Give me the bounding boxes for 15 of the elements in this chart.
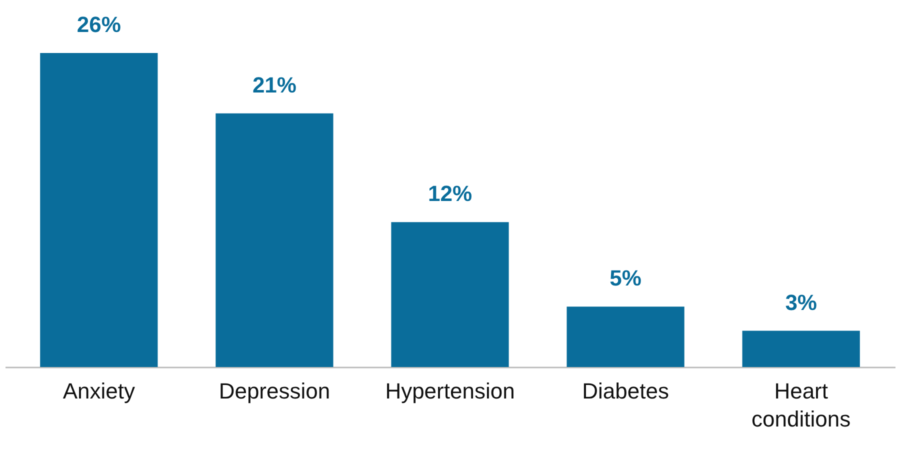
data-label: 21%	[252, 72, 296, 98]
data-label: 3%	[785, 290, 817, 315]
data-label: 5%	[610, 266, 642, 291]
bar	[391, 222, 509, 367]
x-tick-label: Depression	[218, 378, 330, 404]
bar	[216, 113, 334, 367]
x-tick-label: Anxiety	[62, 378, 135, 404]
bar	[742, 330, 860, 367]
data-label: 12%	[428, 181, 472, 206]
bar	[566, 306, 684, 367]
data-label: 26%	[76, 12, 121, 37]
x-tick-label: Heart conditions	[752, 378, 851, 432]
bar	[40, 53, 158, 367]
x-tick-label: Diabetes	[582, 378, 669, 404]
x-tick-label: Hypertension	[385, 378, 515, 404]
